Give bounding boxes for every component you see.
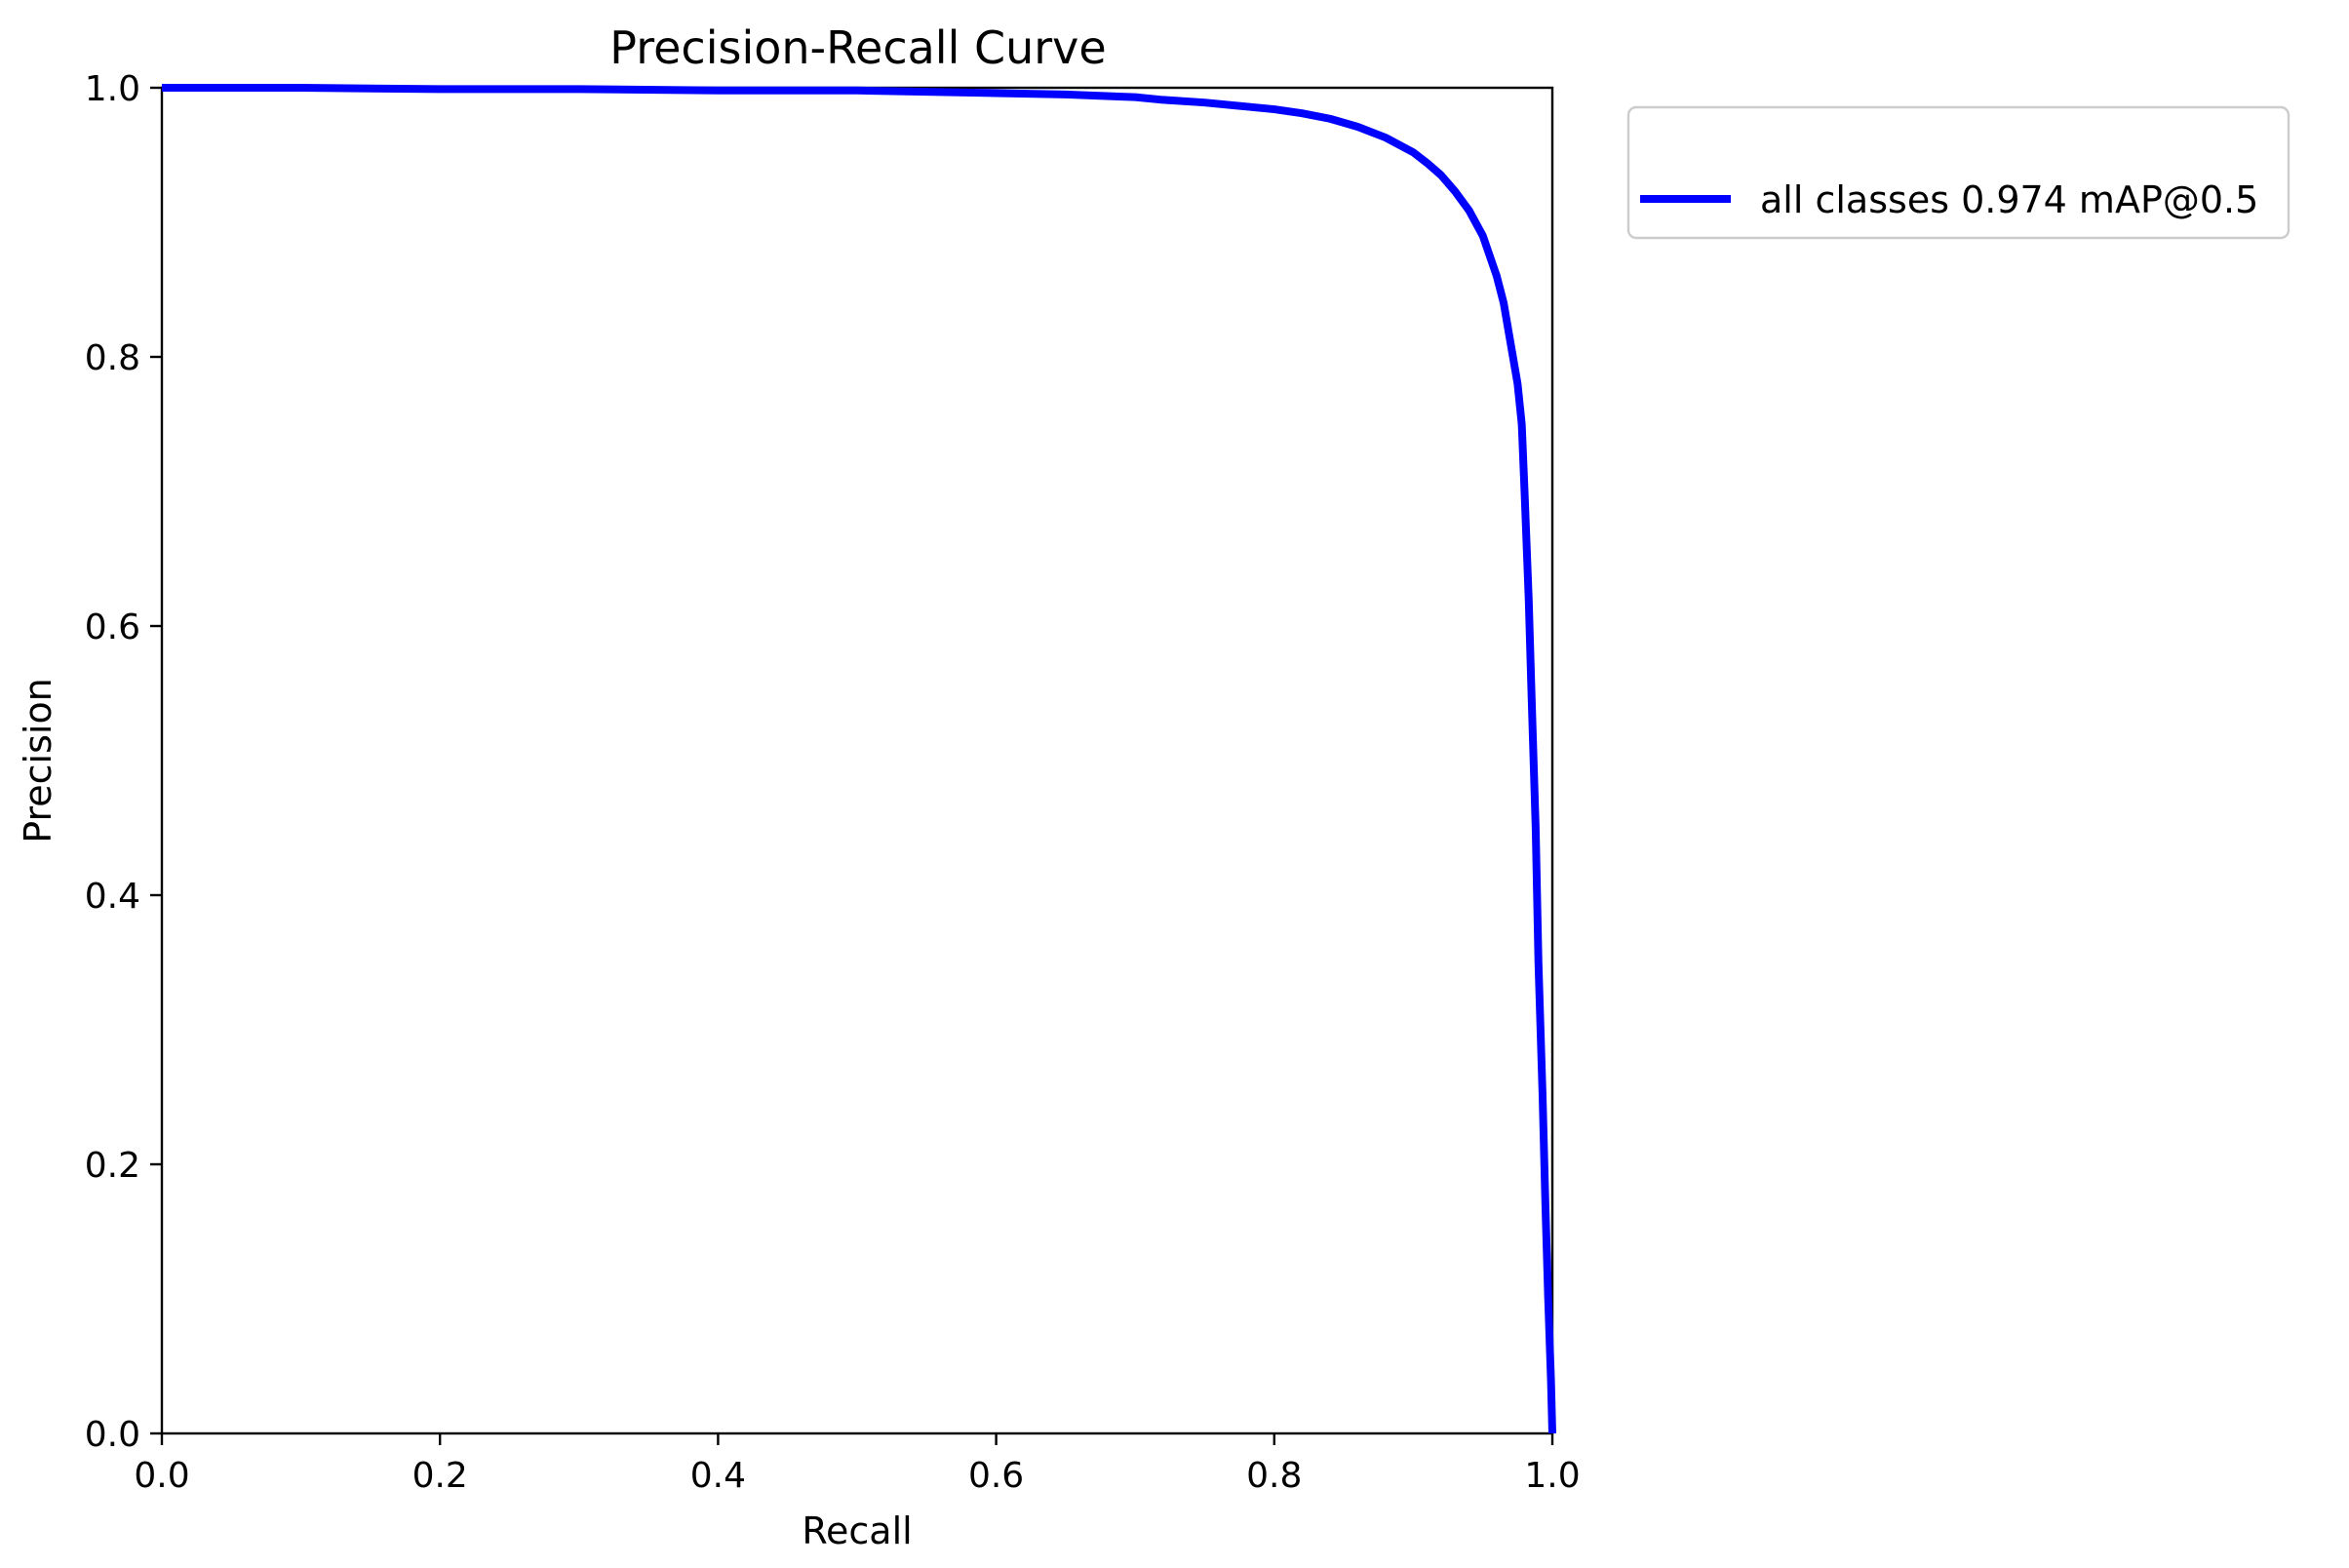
y-axis-ticks: 0.0 0.2 0.4 0.6 0.8 1.0 (85, 69, 162, 1455)
x-axis-ticks: 0.0 0.2 0.4 0.6 0.8 1.0 (134, 1433, 1581, 1496)
legend: all classes 0.974 mAP@0.5 (1626, 105, 2290, 240)
x-tick-label: 0.4 (690, 1456, 746, 1496)
x-tick-label: 1.0 (1524, 1456, 1580, 1496)
legend-box (1626, 105, 2290, 240)
x-tick-label: 0.6 (968, 1456, 1024, 1496)
plot-area: 0.0 0.2 0.4 0.6 0.8 1.0 0.0 0.2 0.4 0.6 0.8 1.0 (85, 69, 1581, 1496)
y-axis-label: Precision (17, 678, 59, 843)
x-tick-label: 0.0 (134, 1456, 189, 1496)
y-tick-label: 1.0 (85, 69, 140, 109)
y-tick-label: 0.0 (85, 1415, 140, 1455)
legend-entry-label: all classes 0.974 mAP@0.5 (1760, 178, 2258, 221)
chart-title: Precision-Recall Curve (609, 21, 1106, 74)
x-tick-label: 0.2 (412, 1456, 468, 1496)
y-tick-label: 0.8 (85, 338, 140, 378)
y-tick-label: 0.6 (85, 608, 140, 647)
series-line-all-classes (162, 84, 1556, 1434)
y-tick-label: 0.2 (85, 1146, 140, 1186)
x-axis-label: Recall (802, 1509, 912, 1552)
x-tick-label: 0.8 (1246, 1456, 1302, 1496)
y-tick-label: 0.4 (85, 877, 140, 917)
